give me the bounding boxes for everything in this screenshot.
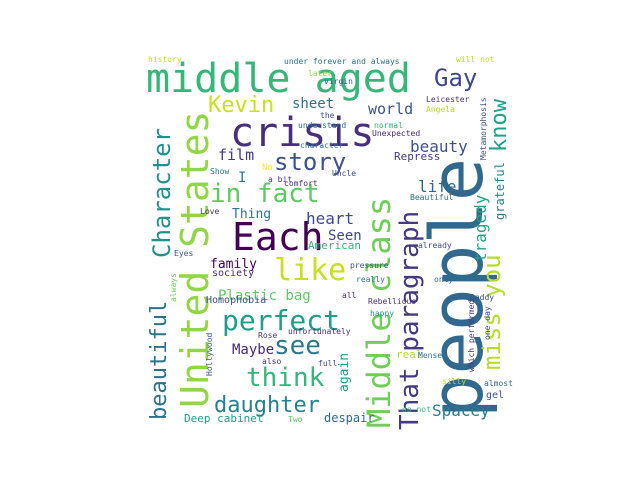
word-eyes: Eyes xyxy=(174,249,193,258)
word-kevin: Kevin xyxy=(208,93,274,118)
word-the: the xyxy=(320,111,335,120)
word-silly: silly xyxy=(442,377,466,386)
word-people: people xyxy=(415,158,499,418)
word-only: only xyxy=(434,275,453,284)
word-rebellious: Rebellious xyxy=(368,297,416,306)
word-show: Show xyxy=(210,167,229,176)
word-story: story xyxy=(274,148,346,176)
word-heart: heart xyxy=(306,209,354,228)
word-rose: Rose xyxy=(258,331,277,340)
word-beautiful: beautiful xyxy=(147,301,172,420)
word-real: real xyxy=(396,348,423,361)
word-full: full xyxy=(318,359,337,368)
word-miss-you: miss you xyxy=(478,254,506,370)
word-uncle: Uncle xyxy=(332,169,356,178)
word-united-states: United States xyxy=(173,111,217,408)
word-which-performed: which performed xyxy=(467,300,476,372)
word-no: No xyxy=(262,163,273,173)
word-character: Character xyxy=(148,128,176,258)
word-pressure: pressure xyxy=(350,261,389,270)
word-also: also xyxy=(262,357,281,366)
word-middle-aged: middle aged xyxy=(146,56,411,102)
word-almost: almost xyxy=(484,379,513,388)
word-gay: Gay xyxy=(434,64,477,92)
word-see: see xyxy=(274,331,321,361)
word-a-bit: a bit xyxy=(268,175,292,184)
word-angela: Angela xyxy=(426,105,455,114)
word-virgin: virgin xyxy=(324,77,353,86)
word-will-not: will not xyxy=(456,55,495,64)
word-think: think xyxy=(246,363,325,393)
word-in-fact: in fact xyxy=(210,179,320,209)
word-happy: happy xyxy=(370,309,394,318)
word-plastic-bag: Plastic bag xyxy=(218,288,311,304)
word-daughter: daughter xyxy=(214,393,320,418)
word-maybe: Maybe xyxy=(232,342,274,358)
word-like: like xyxy=(274,253,346,288)
word-daddy: Daddy xyxy=(470,293,494,302)
word-comfort: comfort xyxy=(284,179,318,188)
word-spacey: Spacey xyxy=(432,401,490,420)
word-again: again xyxy=(337,353,352,392)
word-i: I xyxy=(238,170,246,186)
word-repress: Repress xyxy=(394,150,440,163)
word-film: film xyxy=(218,146,254,164)
word-seen: Seen xyxy=(328,228,362,244)
word-one-day: one day xyxy=(483,306,492,340)
word-crisis: crisis xyxy=(230,110,375,156)
word-character-small: character xyxy=(300,141,344,150)
word-leicester: Leicester xyxy=(426,95,470,104)
word-each: Each xyxy=(232,215,324,259)
word-later: later xyxy=(308,69,332,78)
word-world: world xyxy=(368,100,413,118)
word-despair: despair xyxy=(324,411,375,425)
word-normal: normal xyxy=(374,121,403,130)
word-menses: Menses xyxy=(418,351,447,360)
word-society: society xyxy=(212,268,254,279)
word-american: American xyxy=(308,239,361,252)
word-know: know xyxy=(487,98,512,152)
word-that-paragraph: That paragraph xyxy=(395,211,425,430)
word-grateful: grateful xyxy=(493,162,507,220)
word-thing: Thing xyxy=(232,207,271,222)
word-metamorphosis: Metamorphosis xyxy=(479,97,488,160)
word-deep-cabinet: Deep cabinet xyxy=(184,412,263,425)
word-perfect: perfect xyxy=(222,304,340,337)
word-beauty: beauty xyxy=(410,137,468,156)
word-tragedy: tragedy xyxy=(471,194,490,262)
word-really: really xyxy=(356,275,385,284)
word-already: already xyxy=(418,241,452,250)
word-love: Love xyxy=(200,207,219,216)
word-family: family xyxy=(210,257,257,272)
word-do-not: do not xyxy=(402,405,431,414)
word-sheet: sheet xyxy=(292,96,334,112)
word-unfortunately: unfortunately xyxy=(288,327,351,336)
word-all: all xyxy=(342,291,357,300)
word-life: life xyxy=(418,177,457,196)
word-gel: gel xyxy=(486,390,504,401)
word-understand: understand xyxy=(298,121,346,130)
word-homophobia: Homophobia xyxy=(206,295,266,306)
word-beautiful-small: Beautiful xyxy=(410,193,454,202)
word-unexpected: Unexpected xyxy=(372,129,420,138)
word-middle-class: Middle class xyxy=(360,197,398,428)
word-under-forever-and-always: under forever and always xyxy=(284,57,400,66)
word-always: always xyxy=(169,273,178,302)
word-history: history xyxy=(148,55,182,64)
word-two: Two xyxy=(288,415,303,424)
word-hollywood: Hollywood xyxy=(205,332,214,376)
